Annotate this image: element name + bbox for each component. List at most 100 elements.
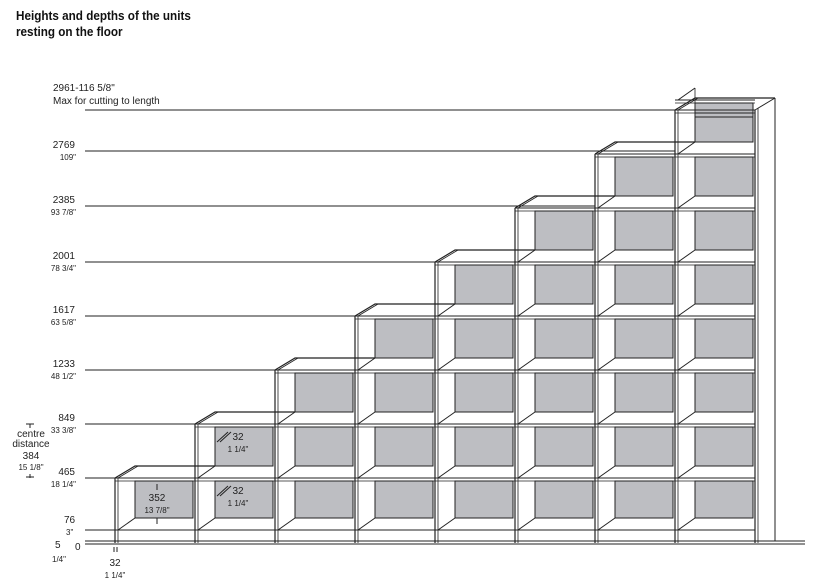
shelf-perspective-line	[277, 411, 296, 425]
shelf-perspective-line	[597, 357, 616, 371]
unit-top-edge	[754, 97, 776, 111]
floor-left-sublabel: 1/4"	[52, 555, 66, 564]
shelf-perspective-line	[437, 465, 456, 479]
side-thickness-mm: 32	[109, 558, 121, 569]
back-panel	[614, 264, 674, 305]
back-panel	[374, 372, 434, 413]
back-panel	[294, 426, 354, 467]
panel-thickness-inch-upper: 1 1/4"	[228, 445, 249, 454]
shelf-perspective-line	[677, 141, 696, 155]
back-panel	[454, 426, 514, 467]
shelf-perspective-line	[357, 517, 376, 531]
level-label: 2385	[53, 195, 76, 206]
back-panel	[614, 318, 674, 359]
back-panel	[694, 156, 754, 197]
level-sublabel: 109"	[60, 153, 76, 162]
shelf-perspective-line	[597, 411, 616, 425]
unit-top-edge	[594, 141, 695, 155]
level-sublabel: 33 3/8"	[51, 426, 76, 435]
back-panel	[454, 372, 514, 413]
unit-top-edge	[197, 411, 219, 425]
centre-distance-label: centre	[17, 429, 45, 440]
back-panel	[694, 426, 754, 467]
side-thickness-inch: 1 1/4"	[105, 571, 126, 580]
back-panel	[374, 318, 434, 359]
panel-thickness-mark	[219, 485, 232, 497]
title-line-2: resting on the floor	[16, 24, 123, 39]
shelf-perspective-line	[437, 303, 456, 317]
shelf-perspective-line	[437, 517, 456, 531]
level-sublabel: 3"	[66, 528, 73, 537]
shelf-perspective-line	[677, 87, 696, 101]
back-panel	[694, 102, 754, 143]
back-panel	[454, 480, 514, 519]
unit-top-edge	[517, 195, 539, 209]
level-label: 465	[58, 467, 75, 478]
back-panel	[134, 480, 194, 519]
diagram-title: Heights and depths of the units resting …	[16, 8, 191, 40]
level-sublabel: 48 1/2"	[51, 372, 76, 381]
depth-inch: 13 7/8"	[144, 506, 169, 515]
unit-top-edge	[194, 411, 295, 425]
shelf-perspective-line	[117, 517, 136, 531]
shelf-perspective-line	[357, 465, 376, 479]
level-label: 76	[64, 515, 76, 526]
shelf-perspective-line	[277, 465, 296, 479]
level-label: 2001	[53, 251, 76, 262]
level-sublabel: 78 3/4"	[51, 264, 76, 273]
back-panel	[534, 210, 594, 251]
centre-distance-bg	[14, 428, 48, 474]
shelf-perspective-line	[517, 303, 536, 317]
shelf-perspective-line	[197, 517, 216, 531]
shelf-perspective-line	[677, 357, 696, 371]
back-panel	[534, 480, 594, 519]
title-line-1: Heights and depths of the units	[16, 8, 191, 23]
unit-top-edge	[117, 465, 139, 479]
unit-top-edge	[434, 249, 535, 263]
panel-thickness-mark	[219, 431, 232, 443]
back-panel	[614, 426, 674, 467]
level-label: 849	[58, 413, 75, 424]
floor-zero-label: 0	[75, 542, 81, 553]
back-panel	[454, 264, 514, 305]
back-panel	[614, 156, 674, 197]
shelf-perspective-line	[437, 357, 456, 371]
shelf-perspective-line	[437, 411, 456, 425]
centre-distance-mm: 384	[23, 451, 40, 462]
shelf-perspective-line	[677, 465, 696, 479]
unit-top-edge	[114, 465, 215, 479]
shelf-perspective-line	[677, 411, 696, 425]
shelf-perspective-line	[677, 303, 696, 317]
back-panel	[294, 480, 354, 519]
panel-thickness-mm-lower: 32	[232, 486, 244, 497]
level-label: 1617	[53, 305, 76, 316]
back-panel	[614, 372, 674, 413]
depth-mm: 352	[149, 493, 166, 504]
shelf-perspective-line	[597, 517, 616, 531]
back-panel	[694, 480, 754, 519]
back-panel	[694, 264, 754, 305]
unit-top-edge	[277, 357, 299, 371]
panel-thickness-inch-lower: 1 1/4"	[228, 499, 249, 508]
shelf-perspective-line	[517, 517, 536, 531]
shelf-perspective-line	[517, 357, 536, 371]
unit-top-edge	[437, 249, 459, 263]
back-panel	[534, 318, 594, 359]
level-label: 1233	[53, 359, 76, 370]
shelf-perspective-line	[357, 411, 376, 425]
shelf-perspective-line	[597, 465, 616, 479]
back-panel	[294, 372, 354, 413]
shelf-perspective-line	[597, 303, 616, 317]
level-sublabel: 63 5/8"	[51, 318, 76, 327]
back-panel	[614, 480, 674, 519]
unit-top-edge	[597, 141, 619, 155]
back-panel	[694, 112, 754, 118]
shelf-perspective-line	[517, 411, 536, 425]
unit-top-edge	[354, 303, 455, 317]
back-panel	[534, 426, 594, 467]
back-panel	[534, 264, 594, 305]
back-panel	[694, 318, 754, 359]
back-panel	[534, 372, 594, 413]
level-sublabel: 18 1/4"	[51, 480, 76, 489]
